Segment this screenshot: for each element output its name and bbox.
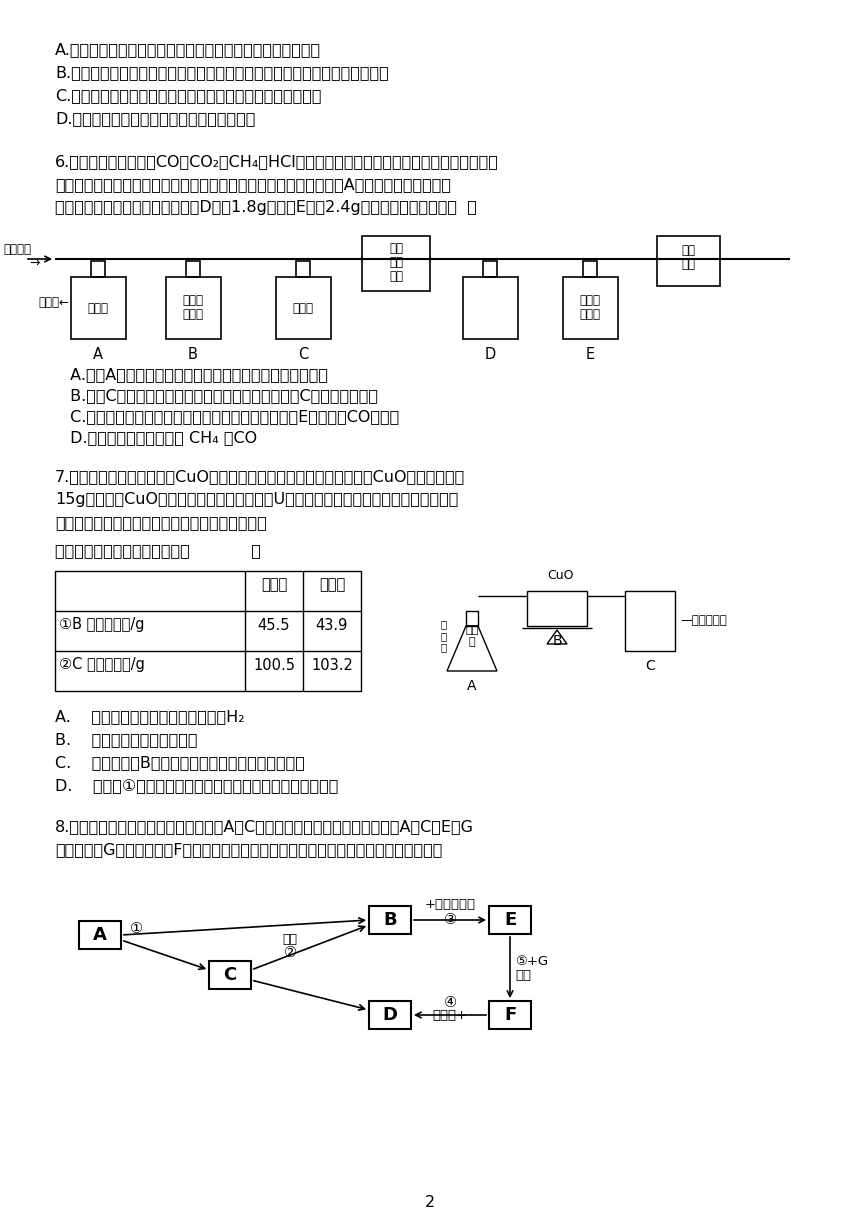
Text: A: A xyxy=(467,679,476,693)
Text: 钠溶液: 钠溶液 xyxy=(182,309,204,321)
Text: 浓硫酸: 浓硫酸 xyxy=(292,302,314,315)
Bar xyxy=(296,261,310,277)
Bar xyxy=(369,1001,411,1029)
Bar xyxy=(91,261,105,277)
Text: B: B xyxy=(188,347,198,362)
Text: 稀
盐
酸: 稀 盐 酸 xyxy=(441,619,447,653)
Text: B.甲试管口略向下倾斜，乙玻璃管保持水平，主要是因为两种气体的密度不同: B.甲试管口略向下倾斜，乙玻璃管保持水平，主要是因为两种气体的密度不同 xyxy=(55,64,389,80)
Text: D.    选用第①组数据计算氧化铜的质量分数得到的结果更准确: D. 选用第①组数据计算氧化铜的质量分数得到的结果更准确 xyxy=(55,778,338,793)
Text: ②C 装置的质量/g: ②C 装置的质量/g xyxy=(59,658,144,672)
Text: 反应前: 反应前 xyxy=(261,578,287,592)
Text: D.该混合气体成分可能是 CH₄ 和CO: D.该混合气体成分可能是 CH₄ 和CO xyxy=(65,430,257,445)
Text: +灼热的木炭: +灼热的木炭 xyxy=(425,897,476,911)
Bar xyxy=(209,961,251,989)
Bar xyxy=(463,277,518,339)
Text: 按如图所示装置进行实验（假设各步均充分反应或吸收），结果装置A中的石灰水不变浑濁，: 按如图所示装置进行实验（假设各步均充分反应或吸收），结果装置A中的石灰水不变浑濁… xyxy=(55,178,451,192)
Text: A.装置A中石灰水不变浑濁，所以气体中一定不含二氧化碗: A.装置A中石灰水不变浑濁，所以气体中一定不含二氧化碗 xyxy=(65,367,328,382)
Text: A.    实验时应先点燃酒精灯，再通入H₂: A. 实验时应先点燃酒精灯，再通入H₂ xyxy=(55,709,244,724)
Text: D.乙中有尾气处理装置，是因为一氧化碗有毒: D.乙中有尾气处理装置，是因为一氧化碗有毒 xyxy=(55,111,255,126)
Text: 稀硫酸+: 稀硫酸+ xyxy=(433,1009,468,1021)
Text: 装置: 装置 xyxy=(681,258,695,271)
Bar xyxy=(483,261,497,277)
Text: 后续: 后续 xyxy=(681,244,695,257)
Text: 100.5: 100.5 xyxy=(253,658,295,672)
Text: F: F xyxy=(504,1006,516,1024)
Text: C.两者都可以通过观察黑色固体颜色的变化判断反应是否发生: C.两者都可以通过观察黑色固体颜色的变化判断反应是否发生 xyxy=(55,88,322,103)
Text: 2: 2 xyxy=(425,1195,435,1210)
Bar xyxy=(369,906,411,934)
Text: 混合气体: 混合气体 xyxy=(3,243,31,257)
Text: 43.9: 43.9 xyxy=(316,618,348,632)
Text: 稀盐
酸: 稀盐 酸 xyxy=(465,625,479,647)
Text: 钠溶液: 钠溶液 xyxy=(580,309,600,321)
Text: 103.2: 103.2 xyxy=(311,658,353,672)
Text: 为化合物，G为红色粉末，F为常见金属单质，其余反应条件、反应物和生成物均已省略。: 为化合物，G为红色粉末，F为常见金属单质，其余反应条件、反应物和生成物均已省略。 xyxy=(55,841,442,857)
Text: 有关该实验的说法中正确的是（            ）: 有关该实验的说法中正确的是（ ） xyxy=(55,544,261,558)
Bar xyxy=(563,277,618,339)
Text: B.装置C对实验结果不产生影响，所以可以去掉装置C以简化实验方案: B.装置C对实验结果不产生影响，所以可以去掉装置C以简化实验方案 xyxy=(65,388,378,402)
Text: 6.某混合气体可能含有CO、CO₂、CH₄和HCl中的一种或几种，为了确定其成分，将混合气体: 6.某混合气体可能含有CO、CO₂、CH₄和HCl中的一种或几种，为了确定其成分… xyxy=(55,154,499,169)
Text: 7.某同学利用如图装置测定CuO样品中氧化铜的质量分数，已知实验中CuO样品的质量为: 7.某同学利用如图装置测定CuO样品中氧化铜的质量分数，已知实验中CuO样品的质… xyxy=(55,469,465,484)
Text: E: E xyxy=(504,911,516,929)
Text: 装置: 装置 xyxy=(389,270,403,283)
Bar xyxy=(657,236,720,286)
Bar xyxy=(79,921,121,948)
Text: A: A xyxy=(93,927,107,944)
Text: ①: ① xyxy=(130,921,143,936)
Text: D: D xyxy=(383,1006,397,1024)
Text: C.    完全反应后B中减少的质量等于反应生成水的质量: C. 完全反应后B中减少的质量等于反应生成水的质量 xyxy=(55,755,305,770)
Bar xyxy=(489,1001,531,1029)
Text: 石灰水: 石灰水 xyxy=(88,302,108,315)
Text: C: C xyxy=(298,347,308,362)
Text: 15g，样品中CuO反应完，杂质不参与反应，U形管中干燥剂足量且吸收完全，该小组经: 15g，样品中CuO反应完，杂质不参与反应，U形管中干燥剂足量且吸收完全，该小组… xyxy=(55,492,458,507)
Text: ③: ③ xyxy=(444,912,457,927)
Text: —无水硫酸铜: —无水硫酸铜 xyxy=(680,614,727,627)
Text: ⑤+G: ⑤+G xyxy=(515,955,548,968)
Text: ②: ② xyxy=(284,945,297,959)
Bar xyxy=(55,572,361,691)
Text: A.实验时都应该先通入气体一段时间后再加热，防止发生爆炸: A.实验时都应该先通入气体一段时间后再加热，防止发生爆炸 xyxy=(55,43,321,57)
Text: 氢氧化: 氢氧化 xyxy=(580,294,600,308)
Bar xyxy=(362,236,430,291)
Bar xyxy=(489,906,531,934)
Bar xyxy=(186,261,200,277)
Text: ④: ④ xyxy=(444,995,457,1010)
Text: 高温: 高温 xyxy=(515,969,531,983)
Text: CuO: CuO xyxy=(547,569,574,582)
Bar xyxy=(527,591,587,626)
Text: 8.如图是常见物质间的相互转化关系，A与C都是由相同两种元素组成的液体，A、C、E、G: 8.如图是常见物质间的相互转化关系，A与C都是由相同两种元素组成的液体，A、C、… xyxy=(55,820,474,834)
Text: 过规范的实验操作后得到了如表所示的实验数据：: 过规范的实验操作后得到了如表所示的实验数据： xyxy=(55,516,267,530)
Text: 燃烧: 燃烧 xyxy=(389,257,403,269)
Text: 气体: 气体 xyxy=(389,242,403,255)
Text: D: D xyxy=(484,347,495,362)
Text: C: C xyxy=(645,659,654,672)
Text: 氢氧化: 氢氧化 xyxy=(182,294,204,308)
Text: 反应后: 反应后 xyxy=(319,578,345,592)
Bar xyxy=(166,277,221,339)
Bar xyxy=(583,261,597,277)
Text: ①B 装置的质量/g: ①B 装置的质量/g xyxy=(59,618,144,632)
Text: E: E xyxy=(586,347,594,362)
Bar xyxy=(625,591,675,651)
Text: 45.5: 45.5 xyxy=(258,618,291,632)
Bar xyxy=(276,277,331,339)
Text: C: C xyxy=(224,966,236,984)
Text: B.    该实验缺少尾气处理装置: B. 该实验缺少尾气处理装置 xyxy=(55,732,198,747)
Text: 但混合气体的体积明显减小；装置D增重1.8g；装置E增重2.4g，下列分析正确的是（  ）: 但混合气体的体积明显减小；装置D增重1.8g；装置E增重2.4g，下列分析正确的… xyxy=(55,199,477,215)
Bar xyxy=(71,277,126,339)
Bar xyxy=(466,610,478,626)
Text: A: A xyxy=(93,347,103,362)
Text: →: → xyxy=(30,257,40,270)
Text: B: B xyxy=(384,911,396,929)
Text: 通电: 通电 xyxy=(282,933,298,946)
Text: B: B xyxy=(552,634,562,648)
Text: C.后续装置的目的是阻止空气中的二氧化碗进入装置E中，干扰CO的检验: C.后续装置的目的是阻止空气中的二氧化碗进入装置E中，干扰CO的检验 xyxy=(65,409,399,424)
Text: 石灰水←: 石灰水← xyxy=(38,295,69,309)
